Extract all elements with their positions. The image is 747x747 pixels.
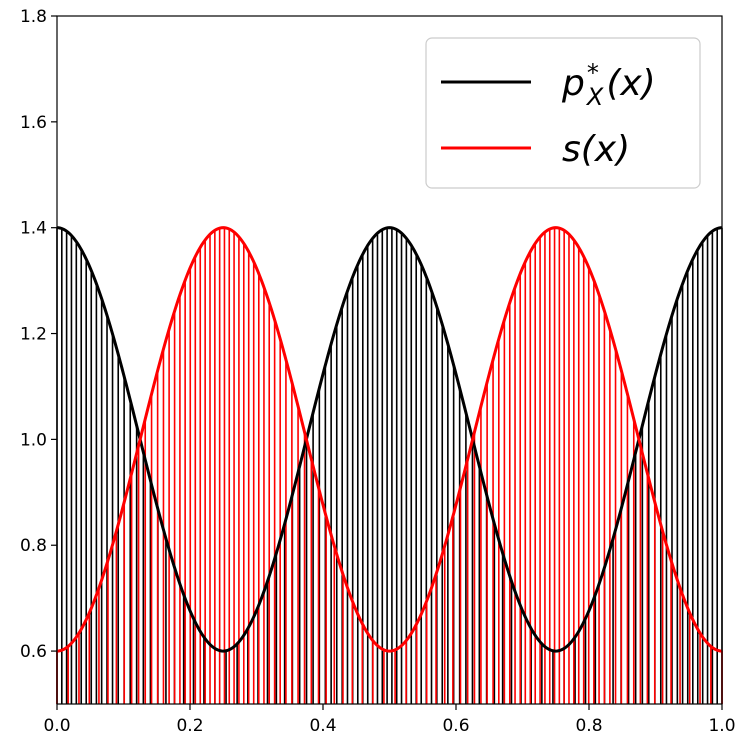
curve-p-star-x: [56, 226, 723, 653]
black-sample-lines: [56, 227, 723, 704]
red-sample-lines: [56, 227, 723, 704]
x-tick-label: 0.2: [176, 716, 203, 736]
x-tick-label: 1.0: [708, 716, 735, 736]
curve-s-x: [56, 226, 723, 653]
axes-frame: [56, 15, 723, 705]
legend: p* X(x) s(x): [425, 37, 701, 189]
plot-frame: [56, 15, 723, 705]
x-tick-label: 0.6: [442, 716, 469, 736]
y-tick-label: 1.2: [20, 325, 47, 345]
x-tick-label: 0.0: [43, 716, 70, 736]
tick-marks: 0.0 0.2 0.4 0.6 0.8 1.0 0.6 0.8 1.0 1.2 1.4 1.6 1.8: [20, 7, 736, 736]
y-tick-label: 1.0: [20, 430, 47, 450]
legend-label-p-star-x: p* X(x): [561, 59, 656, 111]
x-tick-label: 0.4: [309, 716, 336, 736]
y-tick-label: 0.8: [20, 536, 47, 556]
y-tick-label: 1.6: [20, 113, 47, 133]
legend-label-s-x: s(x): [562, 129, 630, 170]
y-tick-label: 1.8: [20, 7, 47, 27]
curves: [56, 226, 723, 653]
y-tick-label: 0.6: [20, 642, 47, 662]
x-tick-label: 0.8: [575, 716, 602, 736]
y-tick-label: 1.4: [20, 219, 47, 239]
legend-box: [425, 37, 701, 189]
